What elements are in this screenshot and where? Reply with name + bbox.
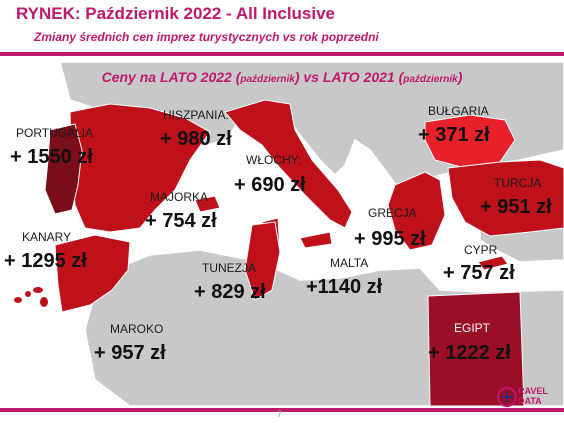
logo-text-line1: RAVEL: [518, 386, 548, 396]
maroko-value: + 957 zł: [94, 342, 166, 364]
region-grecja: [387, 171, 446, 251]
turcja-value: + 951 zł: [480, 196, 552, 218]
map-heading: Ceny na LATO 2022 (październik) vs LATO …: [0, 69, 564, 85]
tunezja-label: TUNEZJA: [202, 261, 256, 275]
cypr-label: CYPR: [464, 243, 498, 257]
hiszpania-label: HISZPANIA:: [163, 108, 229, 122]
destination-regions: [44, 99, 564, 406]
region-hiszpania: [69, 103, 211, 233]
page-number: 7: [277, 409, 283, 419]
region-egipt: [427, 291, 525, 406]
wlochy-value: + 690 zł: [234, 174, 306, 196]
wlochy-label: WŁOCHY:: [246, 153, 302, 167]
bulgaria-label: BUŁGARIA: [428, 104, 489, 118]
region-tunezja: [244, 221, 281, 301]
map-heading-month1: październik: [240, 74, 295, 85]
region-cypr: [477, 255, 509, 271]
kanary-value: + 1295 zł: [4, 250, 87, 272]
majorka-label: MAJORKA: [150, 190, 209, 204]
region-maroko: [54, 234, 131, 313]
egipt-label: EGIPT: [454, 321, 491, 335]
egipt-value: + 1222 zł: [428, 342, 511, 364]
logo-text-line2: DATA: [518, 396, 542, 406]
page-title: RYNEK: Październik 2022 - All Inclusive: [16, 4, 336, 23]
map-heading-part1: Ceny na LATO 2022 (: [101, 69, 241, 85]
region-turcja: [447, 159, 564, 237]
travel-data-logo-icon: [497, 387, 517, 407]
portugalia-value: + 1550 zł: [10, 146, 93, 168]
map-heading-part3: ): [457, 69, 463, 85]
malta-value: +1140 zł: [306, 276, 383, 298]
region-majorka: [194, 195, 221, 213]
kanary-label: KANARY: [22, 230, 72, 244]
footer-divider: [0, 408, 564, 412]
turcja-label: TURCJA: [494, 176, 542, 190]
mediterranean-map: [14, 62, 564, 406]
grecja-label: GRECJA: [368, 206, 417, 220]
bulgaria-value: + 371 zł: [418, 124, 490, 146]
map-heading-part2: ) vs LATO 2021 (: [294, 69, 404, 85]
region-kanary: [14, 287, 48, 307]
malta-label: MALTA: [330, 256, 369, 270]
page-subtitle: Zmiany średnich cen imprez turystycznych…: [34, 30, 379, 44]
maroko-label: MAROKO: [110, 322, 164, 336]
cypr-value: + 757 zł: [443, 262, 515, 284]
hiszpania-value: + 980 zł: [160, 128, 232, 150]
region-wlochy: [224, 99, 353, 229]
region-portugalia: [44, 123, 83, 215]
grecja-value: + 995 zł: [354, 228, 426, 250]
portugalia-label: PORTUGALIA: [16, 126, 94, 140]
region-sycylia: [299, 231, 333, 249]
tunezja-value: + 829 zł: [194, 281, 266, 303]
majorka-value: + 754 zł: [145, 210, 217, 232]
header-divider: [0, 52, 564, 56]
map-heading-month2: październik: [403, 74, 458, 85]
